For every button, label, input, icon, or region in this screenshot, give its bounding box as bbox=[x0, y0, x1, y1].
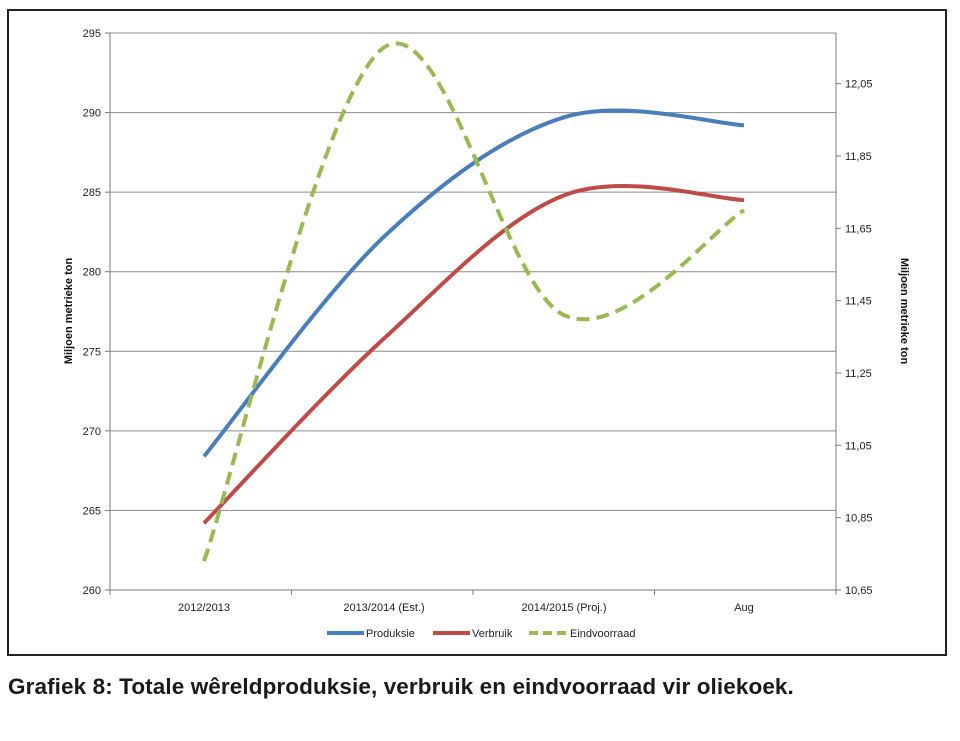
x-tick-label: 2012/2013 bbox=[178, 602, 230, 614]
left-axis-ticks: 260 265 270 275 280 285 290 295 bbox=[83, 28, 110, 597]
right-tick-label: 11,25 bbox=[845, 368, 872, 380]
right-tick-label: 11,85 bbox=[845, 151, 872, 163]
right-axis-title: Miljoen metrieke ton bbox=[898, 258, 910, 365]
left-tick-label: 295 bbox=[83, 28, 101, 40]
chart-caption: Grafiek 8: Totale wêreldproduksie, verbr… bbox=[8, 674, 794, 699]
series-line-verbruik bbox=[202, 184, 745, 525]
legend-label-produksie: Produksie bbox=[366, 628, 415, 640]
legend: Produksie Verbruik Eindvoorraad bbox=[327, 628, 635, 640]
x-tick-label: 2013/2014 (Est.) bbox=[343, 602, 424, 614]
series-lines bbox=[202, 41, 746, 562]
right-tick-label: 11,05 bbox=[845, 440, 872, 452]
left-tick-label: 260 bbox=[83, 585, 101, 597]
right-tick-label: 12,05 bbox=[845, 79, 873, 91]
left-tick-label: 285 bbox=[83, 187, 101, 199]
right-tick-label: 10,65 bbox=[845, 585, 873, 597]
left-tick-label: 265 bbox=[83, 505, 101, 517]
left-tick-label: 275 bbox=[83, 346, 101, 358]
right-tick-label: 10,85 bbox=[845, 513, 873, 525]
right-tick-label: 11,45 bbox=[845, 296, 872, 308]
gridlines bbox=[110, 32, 836, 511]
left-tick-label: 270 bbox=[83, 426, 101, 438]
x-axis-ticks: 2012/2013 2013/2014 (Est.) 2014/2015 (Proj… bbox=[109, 590, 837, 614]
x-tick-label: 2014/2015 (Proj.) bbox=[522, 602, 607, 614]
left-tick-label: 280 bbox=[83, 267, 101, 279]
left-tick-label: 290 bbox=[83, 108, 101, 120]
legend-label-verbruik: Verbruik bbox=[472, 628, 513, 640]
left-axis-title: Miljoen metrieke ton bbox=[63, 258, 75, 365]
series-line-produksie bbox=[202, 108, 745, 458]
series-line-eindvoorraad bbox=[202, 41, 746, 562]
legend-label-eindvoorraad: Eindvoorraad bbox=[570, 628, 635, 640]
chart-svg: 260 265 270 275 280 285 290 295 10,65 10,85 11,05… bbox=[63, 28, 910, 640]
right-tick-label: 11,65 bbox=[845, 223, 872, 235]
right-axis-ticks: 10,65 10,85 11,05 11,25 11,45 11,65 11,85 12,05 bbox=[836, 79, 873, 597]
chart-frame: 260 265 270 275 280 285 290 295 10,65 10,85 11,05… bbox=[7, 9, 947, 656]
x-tick-label: Aug bbox=[734, 602, 754, 614]
